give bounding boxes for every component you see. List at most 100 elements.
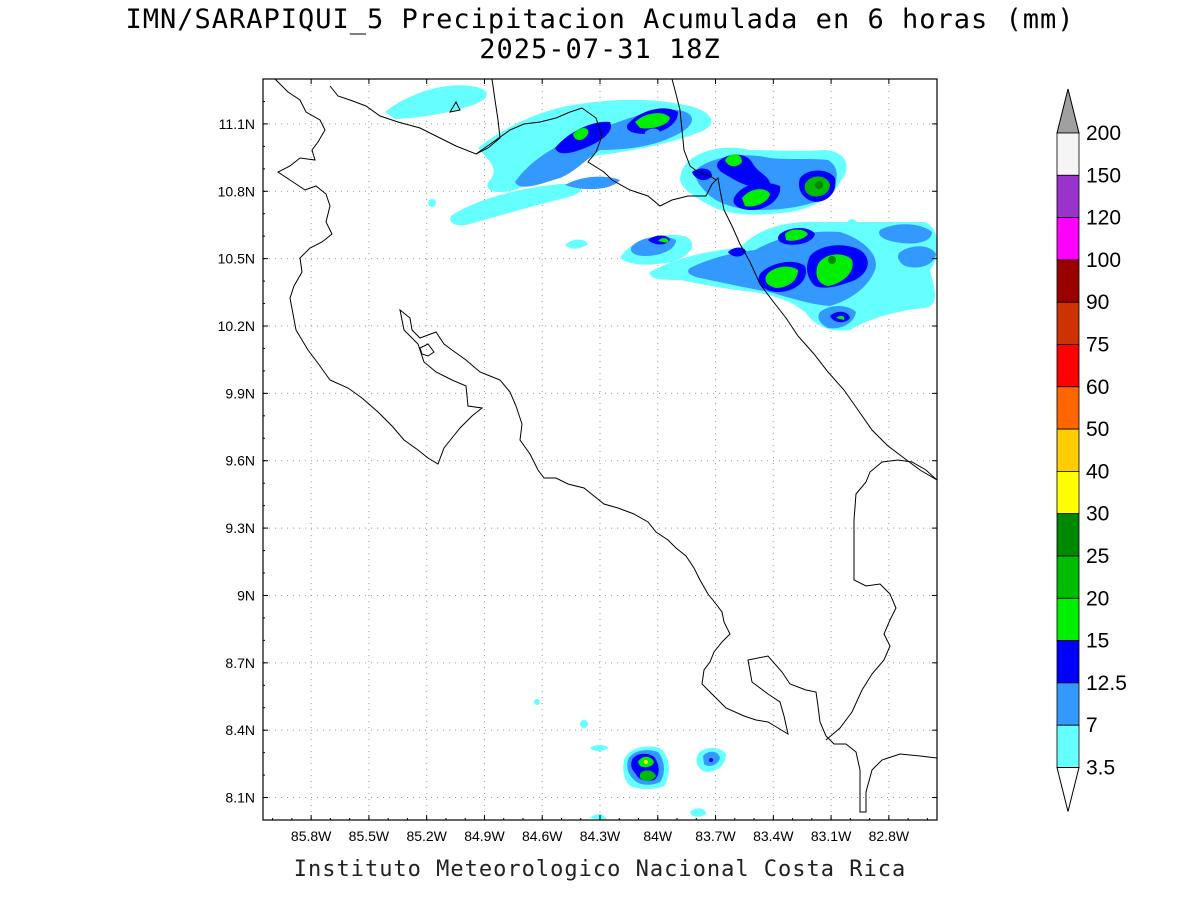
y-tick-label: 10.2N — [218, 318, 255, 334]
y-tick-label: 8.1N — [225, 790, 255, 806]
colorbar-label: 120 — [1086, 207, 1121, 230]
colorbar-bin — [1056, 217, 1080, 261]
precip-area-green — [836, 315, 845, 320]
chart-title: IMN/SARAPIQUI_5 Precipitacion Acumulada … — [125, 4, 1075, 35]
precip-area-green — [658, 238, 669, 243]
colorbar-bin — [1056, 259, 1080, 303]
precip-area-blue — [565, 176, 620, 190]
precip-area-dblue — [709, 758, 713, 762]
precip-area-green — [640, 770, 656, 781]
colorbar-label: 40 — [1086, 460, 1109, 483]
x-tick-label: 83.7W — [695, 828, 736, 844]
y-tick-label: 11.1N — [219, 116, 255, 132]
precip-area-blue — [770, 160, 789, 172]
precip-area-green — [725, 154, 742, 167]
precip-area-yellow — [644, 760, 648, 764]
colorbar-bin — [1056, 132, 1080, 176]
colorbar-label: 3.5 — [1086, 757, 1115, 780]
colorbar-bin — [1056, 470, 1080, 515]
precip-area-cyan — [590, 814, 606, 820]
precip-area-cyan — [690, 808, 706, 817]
lake-nicaragua-coast — [274, 79, 937, 813]
y-tick-label: 10.5N — [218, 251, 255, 267]
colorbar-bin — [1056, 640, 1080, 684]
colorbar: 200 150 120 100 90 75 60 50 40 30 25 20 15 12.5 7 3.5 — [1056, 88, 1127, 812]
x-tick-label: 84.6W — [522, 828, 563, 844]
colorbar-under-triangle — [1056, 767, 1080, 812]
y-tick-label: 9.3N — [225, 520, 255, 536]
caribbean-coast — [671, 79, 717, 181]
y-tick-label: 8.7N — [225, 655, 255, 671]
map-axes: 85.8W 85.5W 85.2W 84.9W 84.6W 84.3W 84W 83.7W 83… — [218, 78, 937, 844]
panama-border — [825, 459, 937, 741]
colorbar-label: 90 — [1086, 291, 1109, 314]
colorbar-bin — [1056, 682, 1080, 726]
precip-area-dgreen — [815, 181, 823, 189]
colorbar-label: 100 — [1086, 249, 1121, 272]
x-tick-label: 85.2W — [406, 828, 447, 844]
x-tick-label: 83.1W — [811, 828, 852, 844]
precip-area-green — [635, 113, 670, 129]
precip-area-cyan — [580, 720, 588, 728]
chart-subtitle: 2025-07-31 18Z — [479, 34, 721, 65]
precip-area-cyan — [847, 219, 857, 229]
precip-area-cyan — [534, 699, 540, 705]
nicaragua-border-south — [475, 107, 937, 481]
y-tick-label: 9N — [237, 587, 255, 603]
precip-area-blue — [897, 246, 936, 268]
island — [419, 343, 435, 357]
colorbar-label: 30 — [1086, 503, 1109, 526]
colorbar-bin — [1056, 386, 1080, 430]
colorbar-bin — [1056, 174, 1080, 219]
colorbar-label: 20 — [1086, 587, 1109, 610]
colorbar-label: 50 — [1086, 418, 1109, 441]
colorbar-bin — [1056, 513, 1080, 557]
x-tick-label: 84.3W — [580, 828, 621, 844]
colorbar-label: 15 — [1086, 630, 1109, 653]
x-tick-label: 83.4W — [753, 828, 794, 844]
y-tick-label: 10.8N — [218, 183, 255, 199]
coastline-borders — [274, 79, 937, 813]
x-tick-label: 82.8W — [869, 828, 910, 844]
x-tick-label: 84W — [643, 828, 673, 844]
y-tick-label: 8.4N — [225, 722, 255, 738]
precip-area-cyan — [565, 239, 588, 249]
precip-area-green — [573, 128, 589, 140]
colorbar-bin — [1056, 724, 1080, 768]
colorbar-label: 60 — [1086, 376, 1109, 399]
y-tick-label: 9.9N — [225, 385, 255, 401]
colorbar-bin — [1056, 597, 1080, 641]
precip-area-blue — [644, 128, 661, 140]
colorbar-label: 12.5 — [1086, 672, 1127, 695]
island — [448, 100, 461, 113]
nicaragua-border — [329, 79, 501, 155]
colorbar-label: 75 — [1086, 334, 1109, 357]
colorbar-bin — [1056, 301, 1080, 345]
colorbar-over-triangle — [1056, 88, 1080, 134]
precip-area-cyan — [428, 199, 436, 207]
colorbar-label: 200 — [1086, 122, 1121, 145]
precip-area-green — [742, 189, 770, 207]
colorbar-label: 25 — [1086, 545, 1109, 568]
colorbar-bin — [1056, 428, 1080, 472]
footer-credit: Instituto Meteorologico Nacional Costa R… — [293, 857, 907, 882]
colorbar-bin — [1056, 344, 1080, 388]
precip-area-cyan — [450, 183, 582, 226]
precipitation-field — [385, 85, 937, 820]
precip-area-green — [765, 266, 798, 288]
colorbar-bin — [1056, 555, 1080, 599]
plot-frame — [262, 78, 938, 821]
precip-area-dgreen — [828, 256, 836, 264]
precip-area-dblue — [728, 247, 746, 257]
precip-area-green — [785, 229, 808, 241]
y-tick-label: 9.6N — [225, 453, 255, 469]
precip-area-cyan — [385, 85, 487, 119]
x-tick-label: 85.8W — [291, 828, 332, 844]
map-gridlines — [263, 79, 937, 820]
colorbar-label: 150 — [1086, 164, 1121, 187]
x-tick-label: 85.5W — [349, 828, 390, 844]
colorbar-label: 7 — [1086, 714, 1098, 737]
x-tick-label: 84.9W — [464, 828, 505, 844]
precip-area-green — [816, 254, 853, 286]
